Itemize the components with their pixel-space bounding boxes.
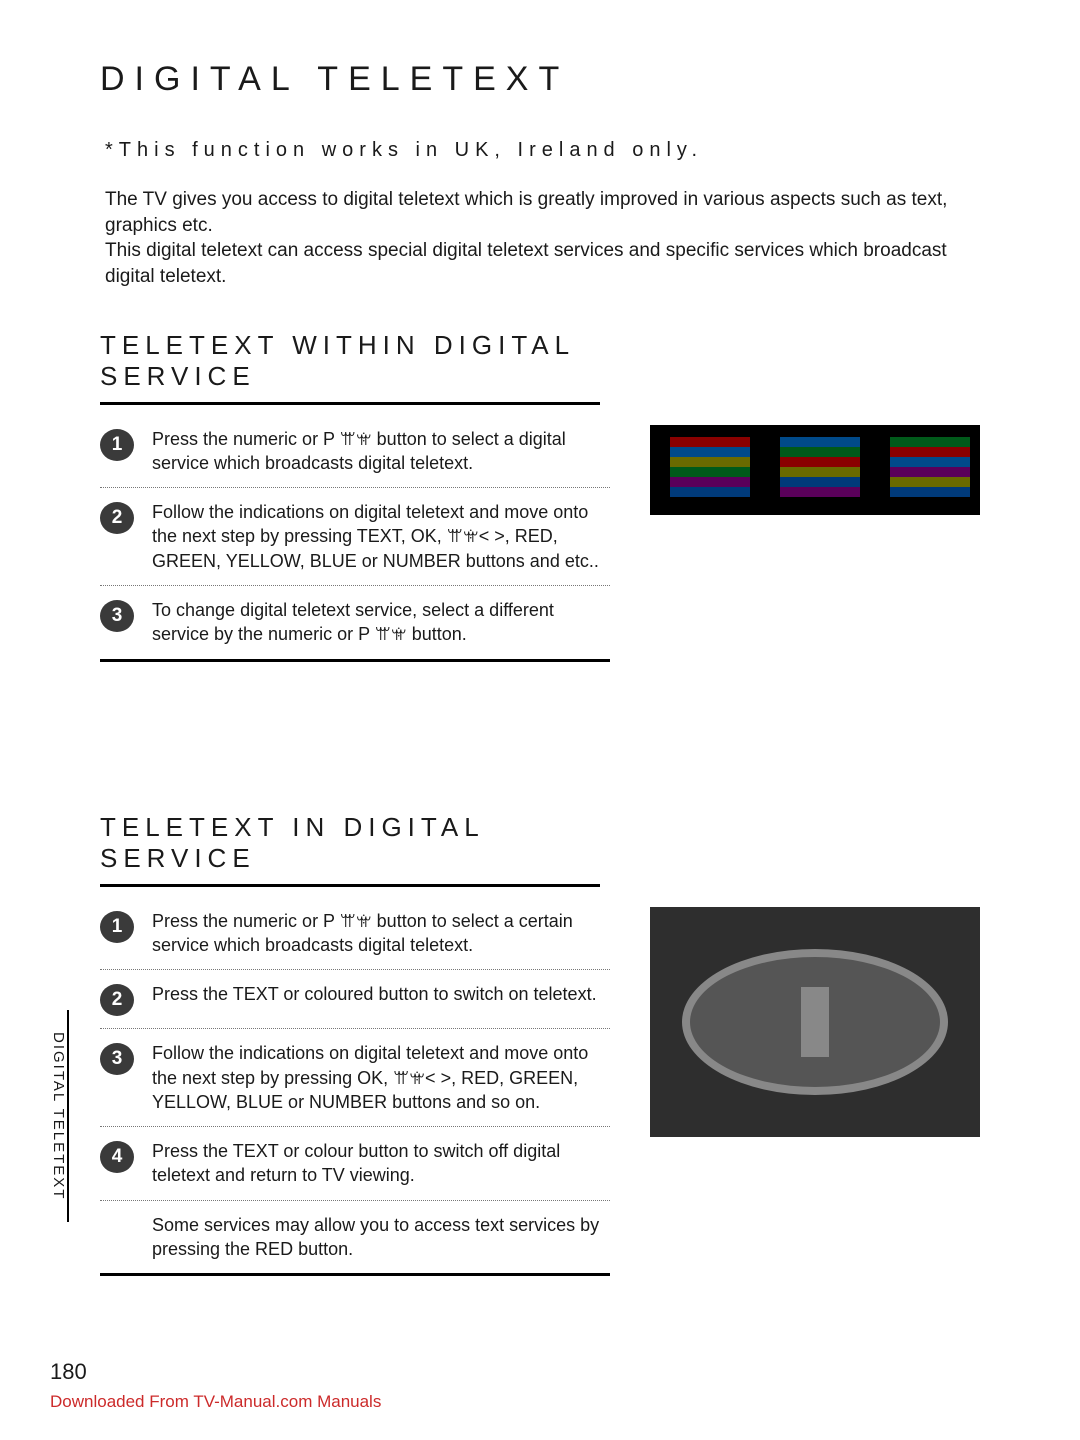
step-row: 1 Press the numeric or P ꕌꕍ button to se… [100,897,610,970]
step-number-badge: 1 [100,911,134,943]
step-number-badge: 1 [100,429,134,461]
step-number-badge: 3 [100,600,134,632]
teletext-illustration [650,425,980,515]
step-text: To change digital teletext service, sele… [152,598,610,647]
manual-page: DIGITAL TELETEXT *This function works in… [0,0,1080,1440]
side-section-tab: DIGITAL TELETEXT [50,1010,69,1222]
step-row: 2 Follow the indications on digital tele… [100,487,610,585]
download-source-link[interactable]: Downloaded From TV-Manual.com Manuals [50,1392,381,1412]
step-text: Press the numeric or P ꕌꕍ button to sele… [152,909,610,958]
region-note: *This function works in UK, Ireland only… [105,139,980,162]
step-number-badge: 2 [100,502,134,534]
step-number-badge: 3 [100,1043,134,1075]
step-footnote: Some services may allow you to access te… [152,1213,610,1262]
step-number-badge: 4 [100,1141,134,1173]
step-text: Follow the indications on digital telete… [152,500,610,573]
step-number-badge: 2 [100,984,134,1016]
section1-title: TELETEXT WITHIN DIGITAL SERVICE [100,330,600,405]
step-row: 3 Follow the indications on digital tele… [100,1028,610,1126]
step-text: Press the TEXT or coloured button to swi… [152,982,597,1006]
step-text: Follow the indications on digital telete… [152,1041,610,1114]
step-row: 2 Press the TEXT or coloured button to s… [100,969,610,1028]
eye-icon [682,949,948,1095]
step-footnote-row: Some services may allow you to access te… [100,1200,610,1274]
section2-body: 1 Press the numeric or P ꕌꕍ button to se… [100,897,980,1277]
section2-steps: 1 Press the numeric or P ꕌꕍ button to se… [100,897,610,1277]
step-text: Press the numeric or P ꕌꕍ button to sele… [152,427,610,476]
step-row: 1 Press the numeric or P ꕌꕍ button to se… [100,415,610,488]
intro-paragraph: The TV gives you access to digital telet… [105,187,980,290]
section1-steps: 1 Press the numeric or P ꕌꕍ button to se… [100,415,610,662]
section1-body: 1 Press the numeric or P ꕌꕍ button to se… [100,415,980,662]
step-row: 3 To change digital teletext service, se… [100,585,610,659]
page-number: 180 [50,1359,87,1385]
step-row: 4 Press the TEXT or colour button to swi… [100,1126,610,1200]
step-text: Press the TEXT or colour button to switc… [152,1139,610,1188]
page-title: DIGITAL TELETEXT [100,60,980,99]
section2-title: TELETEXT IN DIGITAL SERVICE [100,812,600,887]
service-illustration [650,907,980,1137]
